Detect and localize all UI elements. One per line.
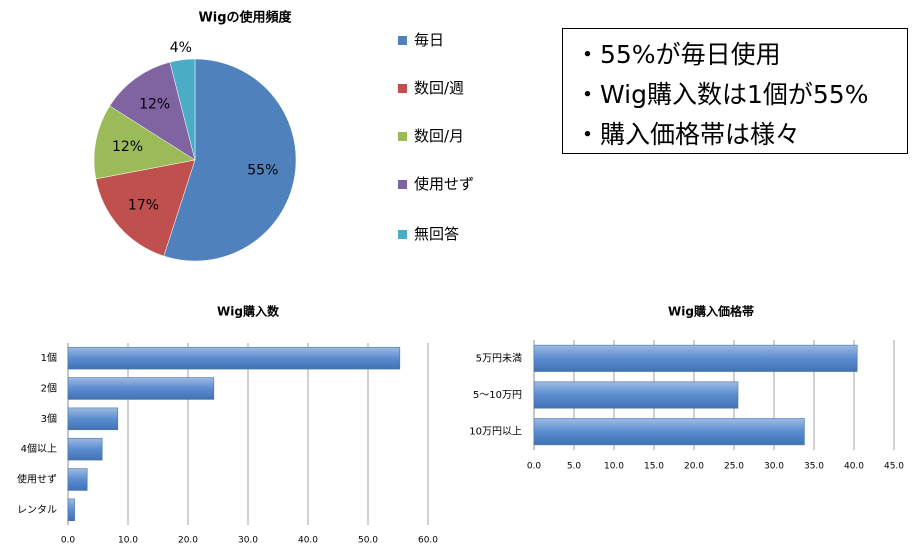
chart-title: Wig購入数 (217, 304, 280, 319)
x-tick-label: 50.0 (358, 536, 378, 546)
y-tick-label: 5〜10万円 (473, 390, 522, 401)
x-tick-label: 40.0 (298, 536, 318, 546)
legend-swatch (398, 132, 407, 141)
x-tick-label: 10.0 (118, 536, 138, 546)
pie-slice (95, 159, 196, 257)
legend-swatch (398, 36, 407, 45)
x-tick-label: 45.0 (884, 462, 904, 472)
bar (67, 346, 401, 370)
bar (67, 407, 119, 431)
y-tick-label: 1個 (41, 351, 57, 364)
pie-slice (109, 61, 196, 161)
bar (67, 437, 103, 461)
legend-item: 無回答 (398, 224, 480, 244)
pie-label: 12% (139, 96, 170, 112)
y-tick-label: 4個以上 (21, 442, 57, 455)
x-tick-label: 40.0 (844, 462, 864, 472)
bar (533, 418, 805, 446)
bar (67, 498, 75, 522)
y-tick-label: 2個 (41, 382, 57, 395)
note-line: ・Wig購入数は1個が55% (575, 80, 869, 109)
x-tick-label: 60.0 (418, 536, 438, 546)
legend-item: 毎日 (398, 30, 480, 78)
chart-title: Wigの使用頻度 (198, 10, 292, 26)
pie-legend: 毎日数回/週数回/月使用せず無回答 (398, 30, 488, 244)
x-tick-label: 30.0 (764, 462, 784, 472)
legend-label: 数回/月 (414, 127, 465, 145)
legend-label: 無回答 (414, 225, 460, 243)
x-tick-label: 20.0 (684, 462, 704, 472)
x-tick-label: 35.0 (804, 462, 824, 472)
note-line: ・55%が毎日使用 (575, 40, 781, 69)
note-line: ・購入価格帯は様々 (575, 120, 801, 149)
bar (533, 344, 858, 372)
pie-slice (163, 58, 297, 262)
x-tick-label: 15.0 (644, 462, 664, 472)
x-tick-label: 30.0 (238, 536, 258, 546)
pie-label: 12% (112, 139, 143, 155)
pie-label: 4% (170, 40, 192, 56)
y-tick-label: レンタル (17, 504, 57, 516)
y-tick-label: 5万円未満 (476, 352, 522, 364)
x-tick-label: 0.0 (527, 462, 542, 472)
pie-slice (93, 105, 196, 180)
notes-box: ・55%が毎日使用・Wig購入数は1個が55% ・購入価格帯は様々 (562, 28, 908, 154)
legend-swatch (398, 180, 407, 189)
legend-item: 数回/月 (398, 126, 480, 174)
bar (67, 468, 88, 491)
legend-item: 使用せず (398, 174, 480, 224)
legend-item: 数回/週 (398, 78, 480, 126)
legend-swatch (398, 84, 407, 93)
legend-label: 使用せず (414, 175, 475, 193)
y-tick-label: 3個 (41, 412, 57, 425)
x-tick-label: 10.0 (604, 462, 624, 472)
legend-swatch (398, 230, 407, 239)
bar (533, 381, 739, 409)
x-tick-label: 5.0 (567, 462, 582, 472)
x-tick-label: 0.0 (61, 536, 76, 546)
y-tick-label: 10万円以上 (469, 426, 522, 438)
pie-label: 55% (247, 163, 278, 179)
legend-label: 毎日 (414, 31, 445, 49)
x-tick-label: 25.0 (724, 462, 744, 472)
bar (67, 377, 215, 400)
y-tick-label: 使用せず (17, 473, 57, 486)
legend-label: 数回/週 (414, 79, 465, 97)
chart-title: Wig購入価格帯 (668, 304, 754, 319)
pie-label: 17% (128, 197, 159, 213)
x-tick-label: 20.0 (178, 536, 198, 546)
pie-slice (169, 58, 196, 161)
